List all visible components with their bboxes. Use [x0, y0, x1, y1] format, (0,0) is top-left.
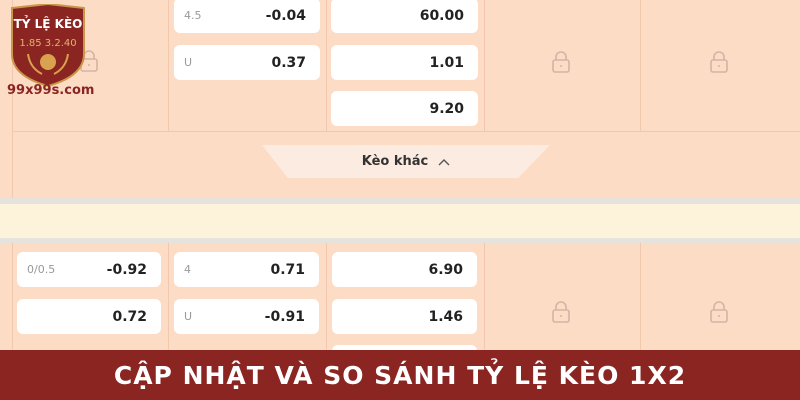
- odds-value: -0.04: [265, 7, 306, 24]
- more-odds-button[interactable]: Kèo khác: [262, 145, 550, 178]
- svg-text:TỶ LỆ KÈO: TỶ LỆ KÈO: [14, 15, 83, 31]
- odds-cell[interactable]: 1.46: [332, 299, 477, 334]
- handicap-label: U: [184, 310, 193, 323]
- handicap-label: 4.5: [184, 9, 202, 22]
- site-logo: TỶ LỆ KÈO 1.85 3.2.40: [11, 4, 85, 88]
- banner-text: CẬP NHẬT VÀ SO SÁNH TỶ LỆ KÈO 1X2: [113, 360, 687, 390]
- caption-banner: CẬP NHẬT VÀ SO SÁNH TỶ LỆ KÈO 1X2: [0, 350, 800, 400]
- odds-value: 60.00: [419, 7, 464, 24]
- divider: [0, 198, 800, 204]
- odds-cell[interactable]: 9.20: [331, 91, 478, 126]
- svg-text:1.85 3.2.40: 1.85 3.2.40: [19, 38, 76, 49]
- lock-icon: [552, 301, 570, 323]
- handicap-label: 4: [184, 263, 191, 276]
- odds-value: -0.91: [264, 308, 305, 325]
- odds-value: 0.72: [112, 308, 147, 325]
- odds-cell[interactable]: U 0.37: [174, 45, 320, 80]
- handicap-label: U: [184, 56, 193, 69]
- odds-value: 1.46: [428, 308, 463, 325]
- lock-icon: [710, 51, 728, 73]
- odds-value: 1.01: [429, 54, 464, 71]
- divider: [0, 238, 800, 243]
- odds-cell[interactable]: U -0.91: [174, 299, 319, 334]
- more-odds-label: Kèo khác: [361, 154, 429, 169]
- odds-cell[interactable]: 60.00: [331, 0, 478, 33]
- odds-cell[interactable]: 1.01: [331, 45, 478, 80]
- odds-value: 0.37: [271, 54, 306, 71]
- odds-cell[interactable]: 6.90: [332, 252, 477, 287]
- odds-value: 0.71: [270, 261, 305, 278]
- odds-cell[interactable]: 4 0.71: [174, 252, 319, 287]
- match-separator-band: [0, 204, 800, 240]
- lock-icon: [710, 301, 728, 323]
- chevron-up-icon: [438, 158, 450, 165]
- odds-value: 6.90: [428, 261, 463, 278]
- odds-value: 9.20: [429, 100, 464, 117]
- odds-cell[interactable]: 0/0.5 -0.92: [17, 252, 161, 287]
- odds-cell[interactable]: 4.5 -0.04: [174, 0, 320, 33]
- site-url: 99x99s.com: [7, 83, 95, 98]
- odds-cell[interactable]: 0.72: [17, 299, 161, 334]
- odds-value: -0.92: [106, 261, 147, 278]
- lock-icon: [552, 51, 570, 73]
- handicap-label: 0/0.5: [27, 263, 56, 276]
